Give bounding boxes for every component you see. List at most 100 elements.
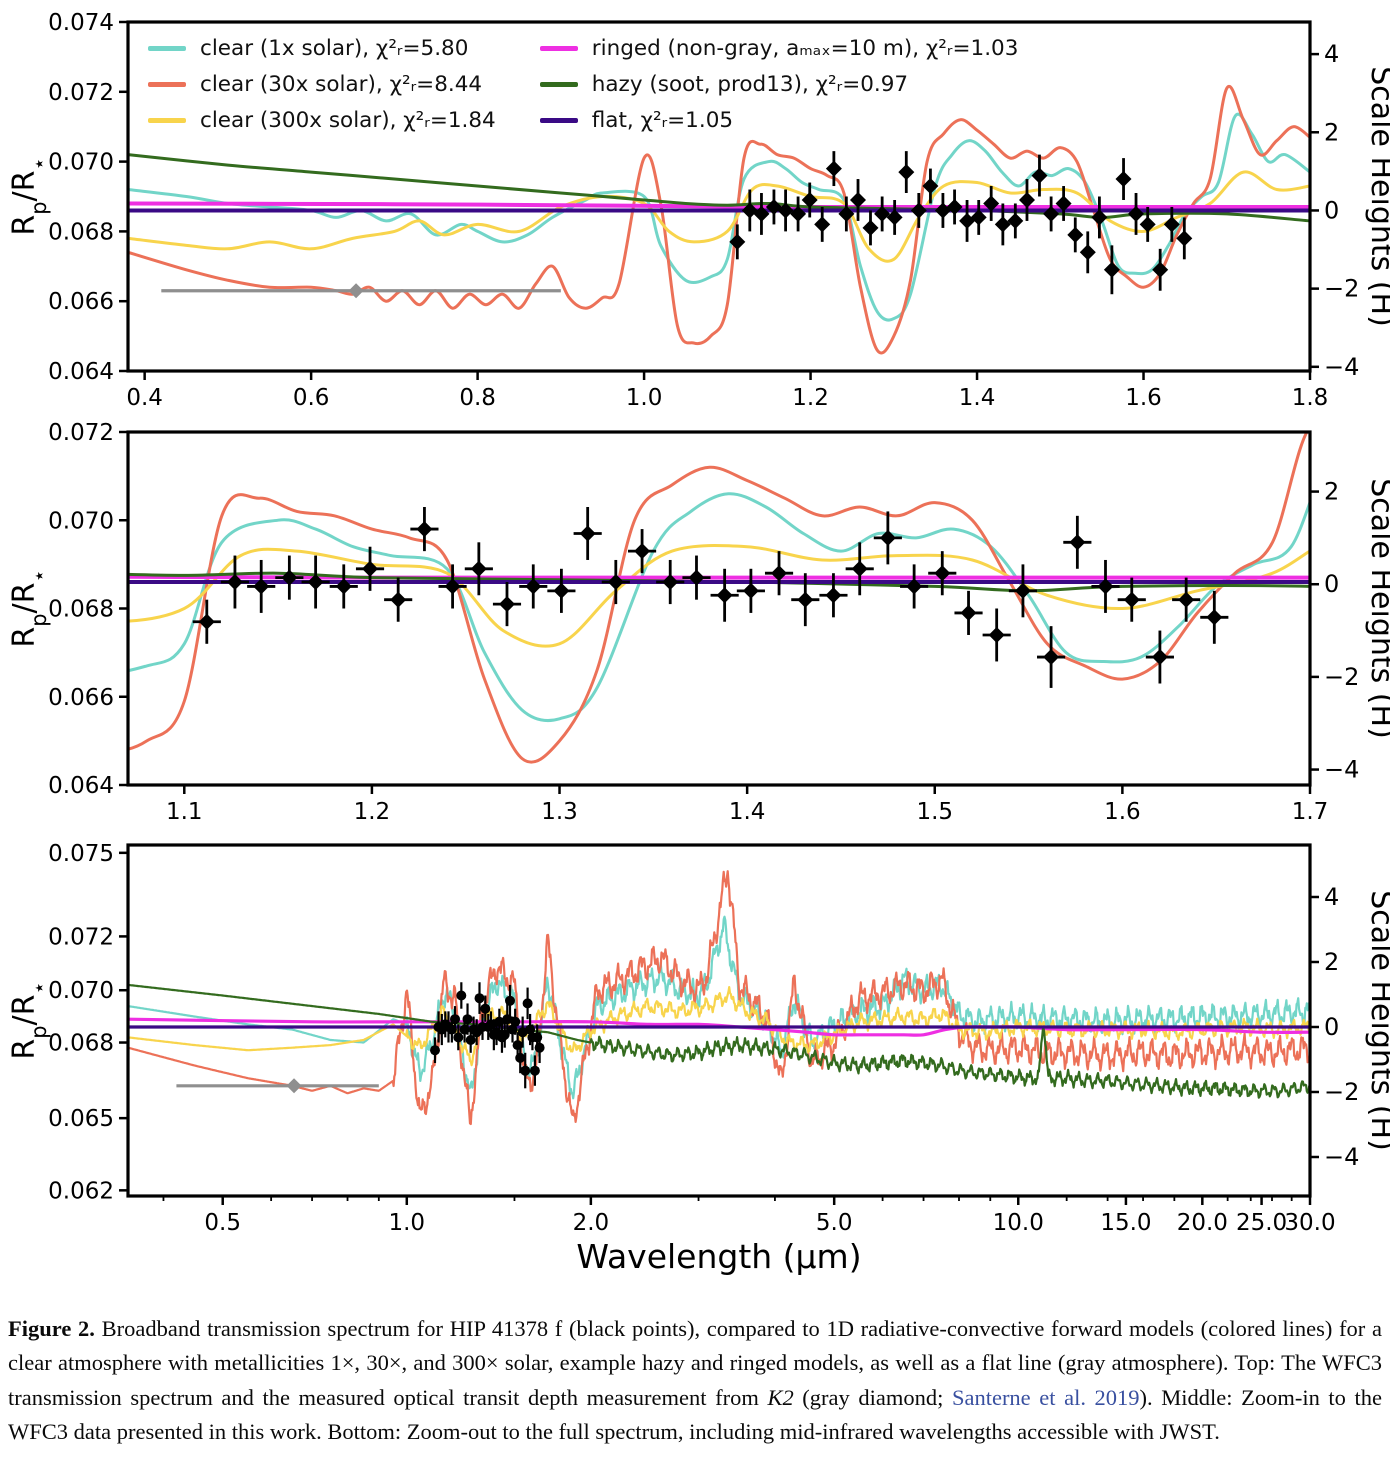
caption-text: ). Middle: Zoom-in to the WFC3 data pres…	[8, 1384, 1382, 1445]
data-point-diamond	[226, 574, 243, 590]
data-point-diamond	[1097, 578, 1114, 595]
legend-item-ringed: ringed (non-gray, aₘₐₓ=10 m), χ²ᵣ=1.03	[539, 36, 1018, 61]
data-point-diamond	[1014, 582, 1031, 599]
clear_300x-line-swatch	[148, 118, 186, 123]
y-axis-label: Rp/R⋆	[7, 569, 51, 647]
data-point-diamond	[281, 569, 298, 586]
data-point-diamond	[444, 578, 461, 595]
data-point-diamond	[1079, 244, 1096, 261]
data-point-diamond	[1128, 205, 1144, 222]
data-point-diamond	[994, 216, 1011, 233]
data-point-diamond	[741, 202, 758, 219]
x-tick-label: 2.0	[573, 1210, 610, 1236]
legend-item-clear_30x: clear (30x solar), χ²ᵣ=8.44	[148, 72, 496, 97]
clear_300x-model-line	[128, 986, 1310, 1067]
panel-middle-data-points	[192, 507, 1229, 688]
data-point-diamond	[910, 202, 927, 219]
legend-label: hazy (soot, prod13), χ²ᵣ=0.97	[591, 72, 909, 97]
data-point-diamond	[1031, 167, 1048, 184]
x-tick-label: 30.0	[1284, 1210, 1335, 1236]
data-point-diamond	[838, 205, 855, 222]
k2-diamond-marker	[348, 283, 364, 299]
x-tick-label: 0.6	[293, 385, 330, 411]
data-point-diamond	[1069, 534, 1086, 551]
data-point-diamond	[579, 525, 596, 542]
caption-text: Figure 2.	[8, 1316, 95, 1341]
y-tick-label: 0.064	[48, 773, 114, 799]
data-point-diamond	[970, 209, 987, 226]
x-tick-label: 1.4	[959, 385, 996, 411]
y-tick-label: 0.070	[48, 978, 114, 1004]
caption-text: (gray diamond;	[793, 1384, 952, 1410]
citation-link[interactable]: Santerne et al. 2019	[951, 1384, 1140, 1410]
k2-diamond-marker	[286, 1078, 302, 1094]
data-point-diamond	[879, 529, 896, 546]
right-tick-label: 4	[1324, 883, 1339, 911]
data-point-diamond	[960, 604, 977, 621]
right-tick-label: 0	[1324, 570, 1339, 598]
data-point-diamond	[742, 582, 759, 599]
data-point-diamond	[307, 574, 324, 590]
y-tick-label: 0.075	[48, 841, 114, 867]
clear_30x-model-line	[128, 432, 1309, 764]
data-point-diamond	[797, 591, 814, 608]
data-point-diamond	[1176, 230, 1193, 247]
x-tick-label: 0.5	[204, 1210, 241, 1236]
data-point-diamond	[946, 199, 963, 215]
right-tick-label: −4	[1324, 756, 1359, 784]
data-point-diamond	[525, 578, 542, 595]
x-tick-label: 1.3	[541, 799, 578, 825]
figure-legend: clear (1x solar), χ²ᵣ=5.80 clear (30x sol…	[148, 36, 1018, 133]
hazy-model-line	[128, 983, 1310, 1099]
y-tick-label: 0.064	[48, 359, 114, 385]
data-point-circle	[522, 998, 533, 1009]
data-point-diamond	[959, 212, 976, 229]
data-point-circle	[453, 1032, 464, 1043]
data-point-diamond	[898, 164, 915, 181]
y-tick-label: 0.070	[48, 150, 114, 176]
data-point-diamond	[814, 216, 831, 233]
data-point-diamond	[906, 578, 923, 595]
y-tick-label: 0.065	[48, 1106, 114, 1132]
y-tick-label: 0.074	[48, 10, 114, 36]
data-point-circle	[505, 995, 515, 1006]
data-point-diamond	[499, 596, 515, 613]
data-point-circle	[430, 1045, 440, 1056]
legend-label: flat, χ²ᵣ=1.05	[591, 108, 734, 133]
data-point-diamond	[716, 587, 733, 604]
hazy-line-swatch	[539, 82, 578, 87]
data-point-circle	[529, 1065, 540, 1076]
data-point-diamond	[1055, 195, 1072, 212]
figure-canvas: 0.4 0.6 0.8 1.0 1.2 1.4 1.6 1.8 0.064 0.066 0.068 0…	[7, 10, 1390, 1276]
y-tick-label: 0.072	[48, 80, 114, 106]
x-tick-label: 1.2	[792, 385, 829, 411]
clear_300x-model-line	[128, 170, 1310, 263]
data-point-diamond	[335, 578, 352, 595]
right-tick-label: 2	[1324, 478, 1339, 506]
x-axis-label: Wavelength (μm)	[576, 1237, 861, 1276]
data-point-diamond	[922, 178, 939, 194]
data-point-diamond	[886, 209, 903, 226]
data-point-diamond	[729, 233, 746, 250]
ringed-line-swatch	[539, 46, 578, 51]
data-point-diamond	[1067, 226, 1084, 243]
right-tick-label: 2	[1324, 118, 1339, 146]
legend-item-hazy: hazy (soot, prod13), χ²ᵣ=0.97	[539, 72, 1019, 97]
panel-middle-curves	[128, 432, 1310, 764]
data-point-circle	[534, 1042, 545, 1053]
y-tick-label: 0.062	[48, 1178, 114, 1204]
data-point-diamond	[850, 192, 866, 208]
panel-top-data-points	[729, 151, 1193, 295]
x-tick-label: 0.4	[126, 385, 163, 411]
data-point-diamond	[1007, 212, 1024, 229]
data-point-diamond	[1151, 649, 1168, 665]
caption-text: K2	[767, 1384, 794, 1410]
y-tick-label: 0.072	[48, 924, 114, 950]
data-point-diamond	[662, 574, 679, 590]
clear_1x-model-line	[128, 492, 1310, 723]
data-point-diamond	[983, 195, 1000, 212]
data-point-diamond	[1139, 216, 1156, 233]
data-point-diamond	[934, 202, 951, 219]
figure-2: 0.4 0.6 0.8 1.0 1.2 1.4 1.6 1.8 0.064 0.066 0.068 0…	[7, 10, 1390, 1276]
clear_1x-model-line	[128, 915, 1310, 1100]
